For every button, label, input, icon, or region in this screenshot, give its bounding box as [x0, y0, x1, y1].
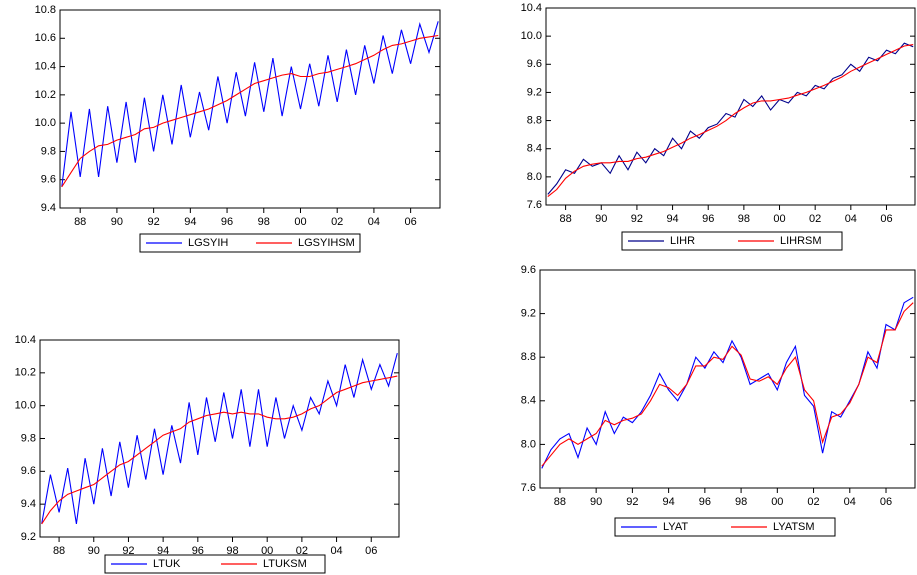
y-tick-label: 10.6: [35, 32, 56, 44]
y-tick-label: 8.8: [527, 114, 542, 126]
legend-label: LGSYIHSM: [298, 237, 355, 249]
x-tick-label: 88: [53, 545, 65, 557]
x-tick-label: 90: [111, 216, 123, 228]
y-tick-label: 9.6: [521, 264, 536, 276]
x-tick-label: 02: [809, 213, 821, 225]
y-tick-label: 7.6: [521, 482, 536, 494]
y-tick-label: 9.2: [521, 308, 536, 320]
y-tick-label: 8.4: [521, 395, 536, 407]
x-tick-label: 96: [192, 545, 204, 557]
x-tick-label: 96: [699, 496, 711, 508]
y-tick-label: 9.8: [41, 145, 56, 157]
y-tick-label: 7.6: [527, 199, 542, 211]
series-line: [541, 296, 914, 469]
legend-label: LYAT: [663, 521, 688, 533]
x-tick-label: 04: [844, 496, 856, 508]
x-tick-label: 94: [157, 545, 169, 557]
x-tick-label: 04: [368, 216, 380, 228]
y-tick-label: 9.2: [21, 531, 36, 543]
x-tick-label: 90: [595, 213, 607, 225]
x-tick-label: 02: [296, 545, 308, 557]
y-tick-label: 9.6: [527, 58, 542, 70]
x-tick-label: 00: [773, 213, 785, 225]
x-tick-label: 94: [666, 213, 678, 225]
series-line: [547, 44, 914, 198]
plot-frame: [39, 339, 400, 538]
x-tick-label: 88: [559, 213, 571, 225]
series-line: [41, 375, 398, 525]
x-tick-label: 98: [738, 213, 750, 225]
x-tick-label: 02: [807, 496, 819, 508]
series-line: [41, 352, 398, 524]
x-tick-label: 00: [261, 545, 273, 557]
x-tick-label: 06: [365, 545, 377, 557]
y-tick-label: 10.4: [15, 334, 36, 346]
series-line: [61, 21, 439, 187]
legend-label: LIHR: [670, 235, 695, 247]
y-tick-label: 10.8: [35, 4, 56, 16]
y-tick-label: 10.0: [15, 400, 36, 412]
x-tick-label: 92: [147, 216, 159, 228]
x-tick-label: 98: [258, 216, 270, 228]
legend-box: [104, 554, 326, 574]
plot-frame: [539, 269, 916, 489]
x-tick-label: 00: [771, 496, 783, 508]
x-tick-label: 90: [88, 545, 100, 557]
y-tick-label: 9.4: [21, 498, 36, 510]
y-tick-label: 9.4: [41, 202, 56, 214]
y-tick-label: 10.4: [35, 60, 56, 72]
legend-box: [621, 231, 843, 251]
x-tick-label: 88: [74, 216, 86, 228]
x-tick-label: 92: [122, 545, 134, 557]
y-tick-label: 8.8: [521, 351, 536, 363]
y-tick-label: 8.0: [527, 171, 542, 183]
legend-label: LTUK: [153, 558, 181, 570]
x-tick-label: 00: [294, 216, 306, 228]
x-tick-label: 92: [626, 496, 638, 508]
y-tick-label: 8.0: [521, 438, 536, 450]
x-tick-label: 94: [184, 216, 196, 228]
x-tick-label: 98: [226, 545, 238, 557]
x-tick-label: 88: [554, 496, 566, 508]
x-tick-label: 94: [662, 496, 674, 508]
x-tick-label: 06: [880, 496, 892, 508]
legend-box: [139, 233, 361, 253]
y-tick-label: 9.8: [21, 432, 36, 444]
y-tick-label: 10.0: [521, 30, 542, 42]
y-tick-label: 9.6: [21, 465, 36, 477]
x-tick-label: 92: [631, 213, 643, 225]
x-tick-label: 90: [590, 496, 602, 508]
y-tick-label: 10.4: [521, 2, 542, 14]
series-line: [541, 302, 914, 467]
plot-frame: [59, 9, 441, 209]
series-line: [547, 42, 914, 195]
x-tick-label: 96: [221, 216, 233, 228]
y-tick-label: 10.0: [35, 117, 56, 129]
plot-frame: [545, 7, 916, 206]
y-tick-label: 9.6: [41, 174, 56, 186]
legend-label: LYATSM: [773, 521, 815, 533]
x-tick-label: 04: [330, 545, 342, 557]
legend-label: LTUKSM: [263, 558, 307, 570]
series-line: [61, 34, 439, 188]
y-tick-label: 8.4: [527, 143, 542, 155]
x-tick-label: 02: [331, 216, 343, 228]
x-tick-label: 06: [880, 213, 892, 225]
legend-box: [614, 517, 836, 537]
legend-label: LIHRSM: [780, 235, 822, 247]
x-tick-label: 96: [702, 213, 714, 225]
y-tick-label: 9.2: [527, 86, 542, 98]
y-tick-label: 10.2: [15, 367, 36, 379]
y-tick-label: 10.2: [35, 89, 56, 101]
x-tick-label: 98: [735, 496, 747, 508]
x-tick-label: 06: [405, 216, 417, 228]
x-tick-label: 04: [845, 213, 857, 225]
legend-label: LGSYIH: [188, 237, 228, 249]
